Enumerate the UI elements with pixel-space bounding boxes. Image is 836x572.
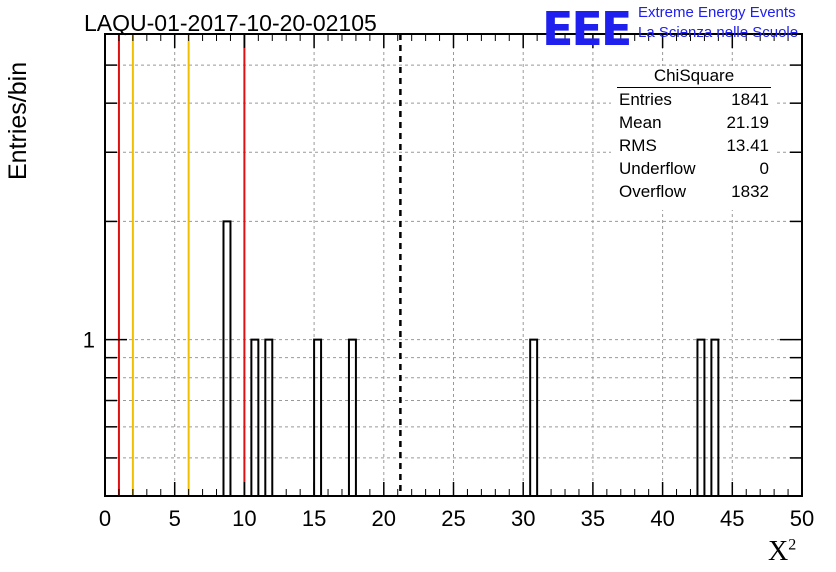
x-tick-label: 15 (302, 506, 326, 531)
stats-value: 13.41 (726, 136, 769, 155)
stats-row-overflow: Overflow 1832 (611, 180, 777, 203)
grid-lines (105, 34, 802, 496)
x-tick-label: 10 (232, 506, 256, 531)
histogram-bin (529, 338, 539, 496)
logo-line-1: Extreme Energy Events (638, 4, 796, 21)
x-tick-label: 35 (581, 506, 605, 531)
x-tick-label: 40 (650, 506, 674, 531)
stats-value: 21.19 (726, 113, 769, 132)
x-tick-label: 20 (372, 506, 396, 531)
histogram-bin (313, 338, 323, 496)
stats-label: Overflow (619, 182, 687, 201)
x-tick-label: 0 (99, 506, 111, 531)
stats-row-rms: RMS 13.41 (611, 134, 777, 157)
histogram-bin (710, 338, 720, 496)
histogram-bin (696, 338, 706, 496)
stats-row-entries: Entries 1841 (611, 88, 777, 111)
stats-row-mean: Mean 21.19 (611, 111, 777, 134)
histogram-bin (222, 220, 232, 496)
stats-row-underflow: Underflow 0 (611, 157, 777, 180)
x-tick-label: 30 (511, 506, 535, 531)
stats-label: RMS (619, 136, 657, 155)
y-tick-label: 1 (83, 328, 95, 353)
x-tick-label: 25 (441, 506, 465, 531)
x-axis-label-symbol: X (768, 536, 789, 567)
stats-value: 1832 (731, 182, 769, 201)
x-axis-label: X2 (768, 536, 796, 568)
stats-box-title: ChiSquare (617, 66, 771, 88)
stats-value: 1841 (731, 90, 769, 109)
x-tick-label: 5 (169, 506, 181, 531)
histogram-bins (222, 220, 720, 496)
reference-lines (117, 34, 402, 496)
eee-logo: EEE (542, 2, 632, 56)
histogram-bin (347, 338, 357, 496)
histogram-bin (250, 338, 260, 496)
x-tick-label: 45 (720, 506, 744, 531)
chart-title: LAQU-01-2017-10-20-02105 (84, 10, 377, 36)
axis-tick-labels: 0 5 10 15 20 25 30 35 40 45 50 1 (83, 328, 814, 531)
stats-value: 0 (759, 159, 769, 178)
stats-label: Mean (619, 113, 662, 132)
histogram-bin (264, 338, 274, 496)
x-tick-label: 50 (790, 506, 814, 531)
x-axis-label-superscript: 2 (788, 536, 797, 554)
stats-label: Entries (619, 90, 672, 109)
axis-ticks (104, 34, 803, 496)
stats-box: ChiSquare Entries 1841 Mean 21.19 RMS 13.41 Un… (611, 66, 777, 210)
stats-label: Underflow (619, 159, 696, 178)
y-axis-label: Entries/bin (4, 61, 32, 180)
logo-line-2: La Scienza nelle Scuole (638, 24, 799, 41)
